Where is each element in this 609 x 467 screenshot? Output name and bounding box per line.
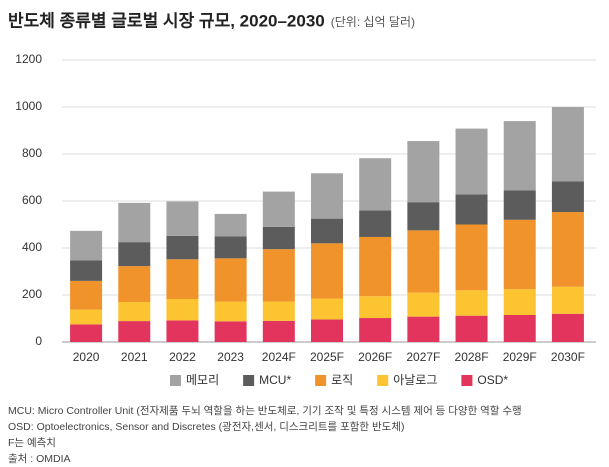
bar-segment <box>407 316 440 342</box>
bar-segment <box>407 141 440 203</box>
legend-label: MCU* <box>259 373 291 387</box>
bar-segment <box>455 315 488 342</box>
chart-subtitle: (단위: 십억 달러) <box>331 15 415 29</box>
bar-segment <box>503 190 536 220</box>
legend-swatch <box>243 375 255 386</box>
x-tick-label: 2029F <box>503 350 537 364</box>
bar-segment <box>214 213 247 237</box>
y-tick-label: 800 <box>22 146 42 160</box>
bar-segment <box>407 202 440 231</box>
bar-segment <box>70 309 103 325</box>
y-tick-label: 1200 <box>15 52 42 66</box>
x-tick-label: 2025F <box>310 350 344 364</box>
bar-segment <box>70 230 103 261</box>
bar-segment <box>311 173 343 219</box>
bar-segment <box>455 128 488 195</box>
bar-segment <box>455 224 488 291</box>
bar-segment <box>166 298 199 321</box>
bar-segment <box>503 289 536 315</box>
bar-segment <box>311 218 343 244</box>
bar-segment <box>407 292 440 317</box>
bar-segment <box>262 249 295 302</box>
bar-segment <box>503 121 536 191</box>
bar-segment <box>214 236 247 259</box>
bar-segment <box>166 259 199 299</box>
bar-segment <box>455 290 488 316</box>
bar-segment <box>70 280 103 310</box>
bar-segment <box>551 286 584 314</box>
x-tick-label: 2021 <box>121 350 148 364</box>
x-tick-label: 2023 <box>217 350 244 364</box>
legend-swatch <box>461 375 473 386</box>
bar-segment <box>359 158 392 211</box>
bar-segment <box>118 242 151 267</box>
y-tick-label: 0 <box>35 334 42 348</box>
legend-label: OSD* <box>477 373 508 387</box>
bar-segment <box>311 298 343 320</box>
x-tick-label: 2028F <box>455 350 489 364</box>
bar-segment <box>214 258 247 302</box>
y-tick-label: 600 <box>22 193 42 207</box>
x-tick-label: 2027F <box>406 350 440 364</box>
y-tick-label: 1000 <box>15 99 42 113</box>
bar-segment <box>407 230 440 293</box>
bar-segment <box>262 191 295 227</box>
bar-segment <box>214 321 247 342</box>
x-tick-label: 2030F <box>551 350 585 364</box>
bar-segment <box>118 302 151 322</box>
footnote: F는 예측치 <box>8 436 56 449</box>
y-tick-label: 200 <box>22 287 42 301</box>
legend-swatch <box>377 375 389 386</box>
bar-segment <box>551 181 584 213</box>
legend-swatch <box>315 375 327 386</box>
legend-swatch <box>170 375 181 386</box>
x-tick-label: 2022 <box>169 350 196 364</box>
legend-label: 아날로그 <box>393 373 437 387</box>
x-tick-label: 2020 <box>73 350 100 364</box>
footnote: MCU: Micro Controller Unit (전자제품 두뇌 역할을 … <box>8 404 522 417</box>
bar-segment <box>359 236 392 297</box>
bar-segment <box>70 324 103 342</box>
bar-segment <box>262 226 295 250</box>
y-tick-label: 400 <box>22 240 42 254</box>
bar-segment <box>166 320 199 342</box>
legend-label: 로직 <box>331 373 353 387</box>
bar-segment <box>214 301 247 322</box>
x-tick-label: 2026F <box>358 350 392 364</box>
chart-title: 반도체 종류별 글로벌 시장 규모, 2020–2030 <box>8 11 325 30</box>
bar-segment <box>455 194 488 225</box>
bar-segment <box>262 301 295 321</box>
bar-segment <box>551 107 584 182</box>
x-tick-label: 2024F <box>262 350 296 364</box>
legend-label: 메모리 <box>186 373 219 387</box>
bar-segment <box>118 202 151 243</box>
bar-segment <box>262 320 295 342</box>
footnote: 출처 : OMDIA <box>8 453 71 465</box>
bar-segment <box>359 318 392 342</box>
bar-segment <box>551 313 584 342</box>
bar-segment <box>311 319 343 342</box>
bar-segment <box>166 235 199 260</box>
bar-segment <box>359 210 392 237</box>
bar-segment <box>503 314 536 342</box>
bar-segment <box>166 201 199 236</box>
bar-segment <box>551 212 584 287</box>
bar-segment <box>311 243 343 299</box>
bar-segment <box>118 266 151 303</box>
bar-segment <box>70 260 103 281</box>
bar-segment <box>503 219 536 290</box>
bar-segment <box>359 296 392 319</box>
footnote: OSD: Optoelectronics, Sensor and Discret… <box>8 421 404 433</box>
bar-segment <box>118 321 151 342</box>
